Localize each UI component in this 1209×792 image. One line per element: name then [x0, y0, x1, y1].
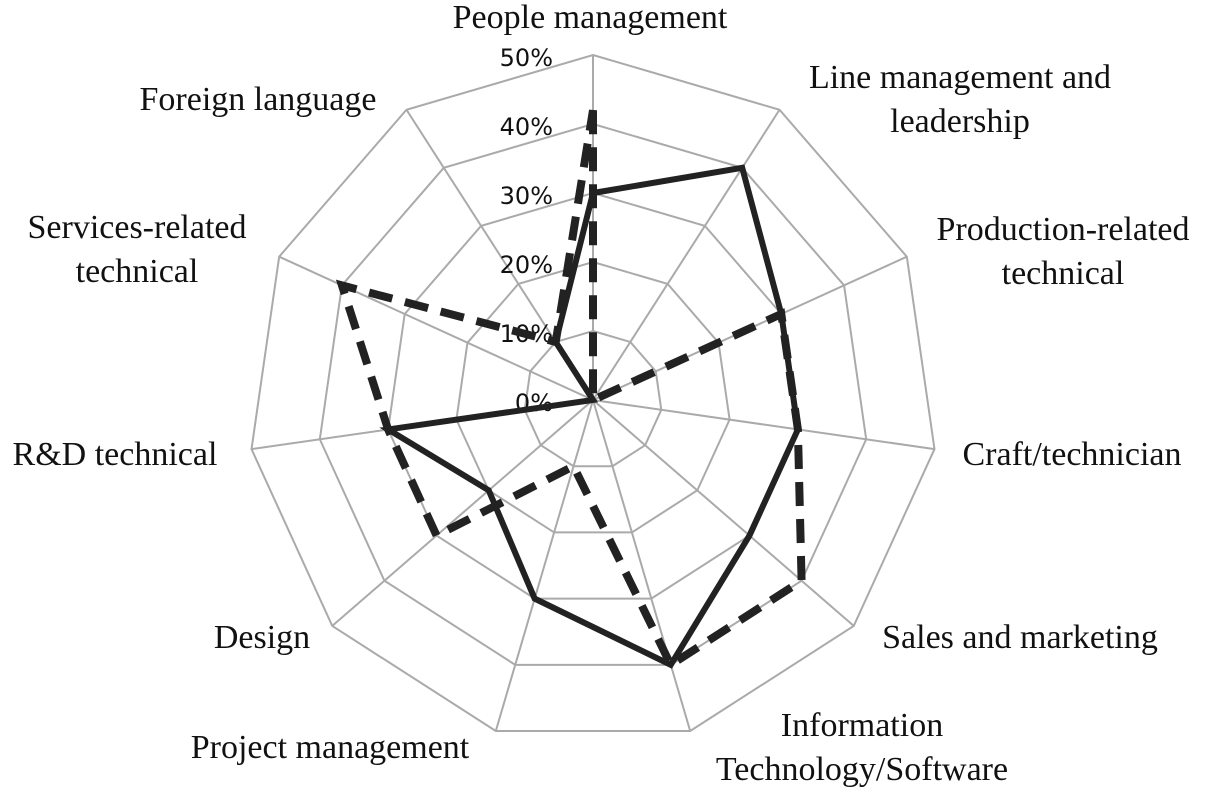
y-tick-label: 50%	[500, 44, 553, 72]
spoke	[592, 109, 781, 401]
category-label: Services-related technical	[27, 209, 247, 290]
y-tick-label: 20%	[500, 251, 553, 279]
series-line	[335, 109, 806, 671]
y-tick-label: 30%	[500, 182, 553, 210]
grid-ring	[387, 191, 799, 600]
grid-ring	[318, 122, 868, 666]
category-label: Sales and marketing	[882, 619, 1158, 656]
series-line	[379, 164, 801, 669]
category-label: R&D technical	[12, 436, 218, 473]
category-label: Design	[213, 619, 311, 656]
category-label: Craft/technician	[962, 436, 1182, 473]
grid-ring	[250, 53, 936, 733]
spoke	[592, 399, 935, 451]
spoke	[494, 399, 594, 732]
category-label: Information Technology/Software	[715, 707, 1009, 788]
category-label: Foreign language	[139, 81, 377, 118]
category-label: Production-related technical	[936, 211, 1190, 292]
category-label: Project management	[190, 729, 470, 766]
spoke	[592, 399, 855, 627]
spoke	[331, 399, 594, 627]
grid-ring	[523, 329, 663, 468]
spoke	[278, 255, 594, 401]
category-label: People management	[452, 0, 728, 36]
spoke	[592, 399, 692, 732]
category-label: Line management and leadership	[808, 59, 1112, 140]
grid-ring	[455, 260, 731, 534]
y-tick-label: 40%	[500, 113, 553, 141]
